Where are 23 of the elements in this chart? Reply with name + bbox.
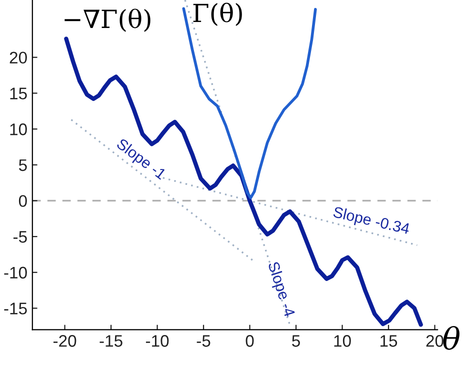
x-tick-label: 20 [426,335,444,347]
x-axis-title: θ [443,326,460,350]
x-tick-label: -20 [53,335,76,347]
y-tick-label: 20 [10,52,27,64]
series-label: −∇Γ(θ) [64,8,150,32]
x-tick-label: 10 [334,335,351,347]
x-tick-label: -5 [196,335,210,347]
x-tick-label: 15 [380,335,398,347]
x-tick-label: -15 [100,335,122,347]
y-tick-label: 15 [10,88,27,100]
annotation: Slope -0.34 [332,206,410,238]
annotation: Slope -4 [264,260,296,318]
x-tick-label: -10 [146,335,169,347]
y-tick-label: 5 [18,159,27,172]
x-tick-label: 5 [292,335,300,347]
y-tick-label: 10 [10,123,27,136]
y-tick-label: -15 [4,302,27,314]
series-label: Γ(θ) [193,2,242,26]
line-series [64,36,423,327]
x-tick-label: 0 [246,335,254,347]
y-tick-label: 0 [18,195,27,207]
y-tick-label: -5 [13,231,27,243]
y-tick-label: -10 [4,266,27,279]
